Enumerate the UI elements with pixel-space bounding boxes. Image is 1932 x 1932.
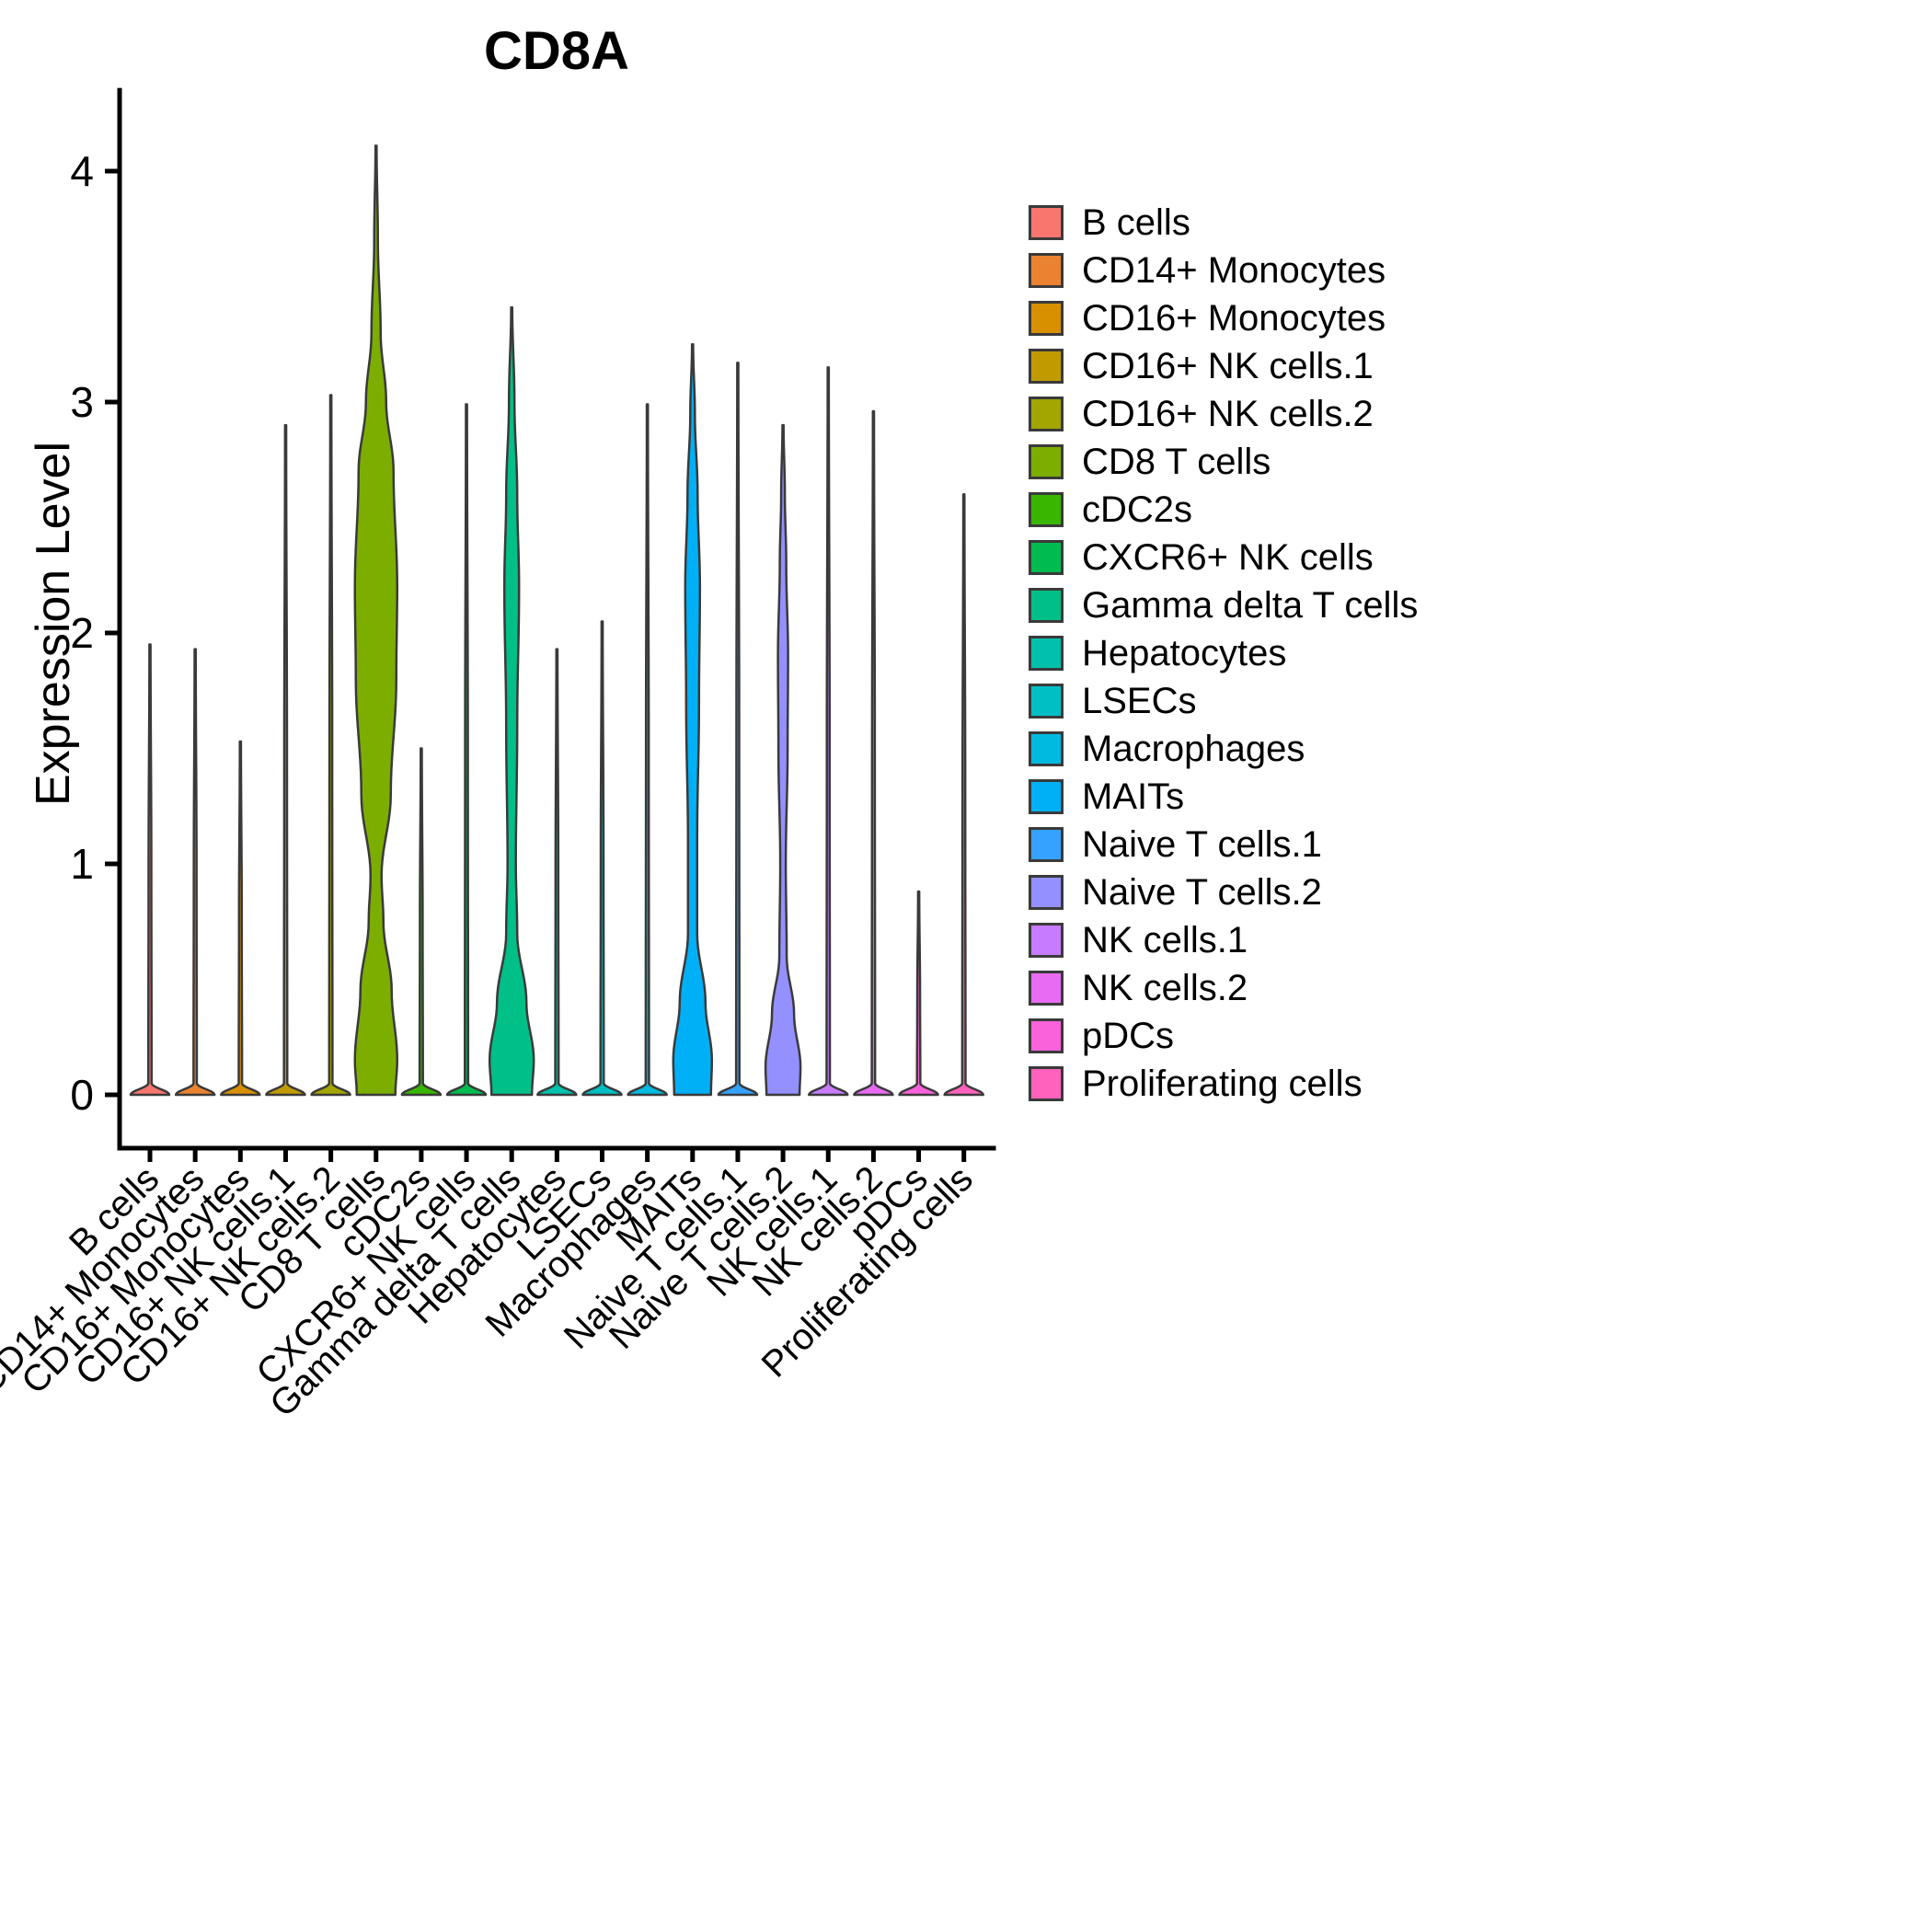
legend-swatch — [1029, 492, 1064, 527]
legend-item: cDC2s — [1029, 489, 1418, 530]
legend-swatch — [1029, 971, 1064, 1006]
legend-item-label: LSECs — [1082, 681, 1197, 721]
violin-pdcs — [898, 890, 939, 1097]
y-axis-label: Expression Level — [27, 442, 80, 806]
legend-swatch — [1029, 349, 1064, 384]
legend-swatch — [1029, 588, 1064, 623]
legend-item: CD16+ Monocytes — [1029, 298, 1418, 339]
legend-item-label: Naive T cells.1 — [1082, 824, 1322, 865]
legend-swatch — [1029, 779, 1064, 814]
legend-item: MAITs — [1029, 776, 1418, 817]
legend-item: CD8 T cells — [1029, 442, 1418, 482]
chart-title: CD8A — [484, 21, 629, 81]
legend-item: CD16+ NK cells.2 — [1029, 394, 1418, 434]
y-tick-label: 4 — [70, 147, 94, 195]
legend-item-label: Gamma delta T cells — [1082, 585, 1419, 626]
violin-cd16-monocytes — [220, 740, 261, 1097]
violin-proliferating-cells — [943, 493, 984, 1097]
legend-item-label: CD14+ Monocytes — [1082, 250, 1386, 291]
legend-item-label: cDC2s — [1082, 489, 1193, 530]
legend-item: LSECs — [1029, 681, 1418, 721]
legend-item: Proliferating cells — [1029, 1064, 1418, 1104]
violin-cd16-nk-cells-2 — [310, 394, 351, 1097]
legend: B cells CD14+ Monocytes CD16+ Monocytes CD1… — [1029, 202, 1418, 1104]
legend-item-label: NK cells.2 — [1082, 968, 1248, 1008]
legend-item: CD16+ NK cells.1 — [1029, 346, 1418, 386]
legend-item-label: Naive T cells.2 — [1082, 872, 1322, 913]
legend-item-label: B cells — [1082, 202, 1190, 243]
legend-item-label: Hepatocytes — [1082, 633, 1287, 673]
legend-swatch — [1029, 1066, 1064, 1101]
legend-item: Naive T cells.2 — [1029, 872, 1418, 913]
violin-nk-cells-2 — [853, 409, 894, 1097]
y-tick-label: 1 — [70, 840, 94, 888]
legend-swatch — [1029, 205, 1064, 240]
legend-item-label: pDCs — [1082, 1016, 1175, 1056]
legend-item: Hepatocytes — [1029, 633, 1418, 673]
legend-swatch — [1029, 636, 1064, 671]
legend-item: pDCs — [1029, 1016, 1418, 1056]
violin-cd16-nk-cells-1 — [265, 423, 306, 1097]
violin-maits — [672, 343, 714, 1097]
legend-swatch — [1029, 540, 1064, 575]
legend-swatch — [1029, 1018, 1064, 1053]
legend-item: Gamma delta T cells — [1029, 585, 1418, 626]
violin-cxcr6-nk-cells — [445, 403, 488, 1097]
violin-cd14-monocytes — [174, 648, 216, 1097]
y-tick-label: 3 — [70, 378, 94, 426]
legend-item: NK cells.2 — [1029, 968, 1418, 1008]
legend-swatch — [1029, 875, 1064, 910]
violin-nk-cells-1 — [808, 366, 849, 1097]
legend-item: B cells — [1029, 202, 1418, 243]
legend-item: CXCR6+ NK cells — [1029, 537, 1418, 578]
violin-hepatocytes — [536, 648, 578, 1097]
legend-item-label: Macrophages — [1082, 729, 1305, 769]
y-tick-label: 2 — [70, 609, 94, 657]
legend-item-label: CD16+ Monocytes — [1082, 298, 1386, 339]
legend-item-label: CD8 T cells — [1082, 442, 1271, 482]
violin-macrophages — [627, 403, 668, 1097]
legend-swatch — [1029, 731, 1064, 766]
violin-gamma-delta-t-cells — [488, 305, 535, 1097]
violin-naive-t-cells-1 — [717, 362, 759, 1097]
legend-swatch — [1029, 684, 1064, 719]
violin-naive-t-cells-2 — [764, 423, 802, 1097]
legend-item-label: Proliferating cells — [1082, 1064, 1363, 1104]
legend-swatch — [1029, 301, 1064, 336]
violin-lsecs — [581, 620, 623, 1097]
legend-item: NK cells.1 — [1029, 920, 1418, 960]
violin-b-cells — [129, 643, 171, 1097]
legend-swatch — [1029, 397, 1064, 431]
legend-swatch — [1029, 444, 1064, 479]
legend-item-label: NK cells.1 — [1082, 920, 1248, 960]
legend-item: Naive T cells.1 — [1029, 824, 1418, 865]
legend-item: CD14+ Monocytes — [1029, 250, 1418, 291]
violin-cd8-t-cells — [353, 144, 398, 1097]
legend-swatch — [1029, 253, 1064, 288]
violin-cdc2s — [400, 747, 443, 1097]
legend-item-label: MAITs — [1082, 776, 1185, 817]
legend-swatch — [1029, 827, 1064, 862]
y-tick-label: 0 — [70, 1071, 94, 1119]
legend-item-label: CD16+ NK cells.2 — [1082, 394, 1374, 434]
legend-item: Macrophages — [1029, 729, 1418, 769]
legend-swatch — [1029, 923, 1064, 958]
legend-item-label: CD16+ NK cells.1 — [1082, 346, 1374, 386]
legend-item-label: CXCR6+ NK cells — [1082, 537, 1374, 578]
